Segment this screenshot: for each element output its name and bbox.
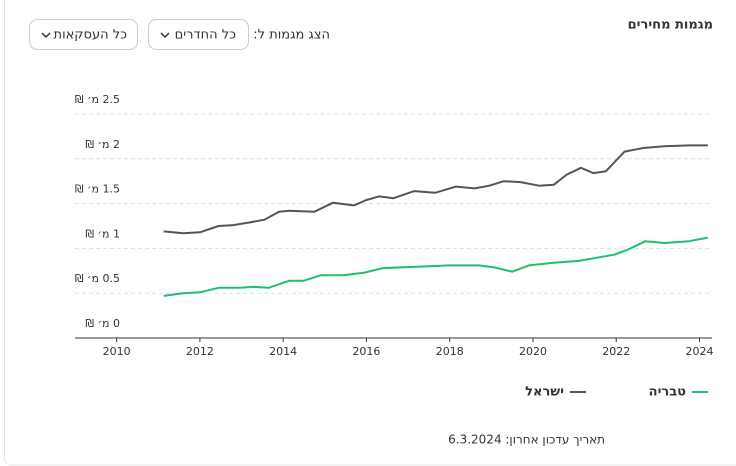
y-tick-label: 0 מ׳ ₪ (85, 317, 120, 330)
card (4, 0, 736, 466)
x-tick-label: 2016 (352, 345, 380, 358)
y-tick-label: 1.5 מ׳ ₪ (75, 183, 120, 196)
series-line (163, 144, 708, 235)
filter-label: הצג מגמות ל: (253, 28, 330, 43)
legend-label: ישראל (525, 385, 564, 400)
x-tick-label: 2014 (269, 345, 297, 358)
rooms-dropdown[interactable]: כל החדרים (148, 19, 249, 50)
legend-label: טבריה (649, 385, 687, 400)
x-tick-label: 2022 (602, 345, 630, 358)
x-tick-label: 2010 (103, 345, 131, 358)
y-tick-label: 2 מ׳ ₪ (85, 138, 120, 151)
deals-dropdown[interactable]: כל העסקאות (29, 19, 138, 50)
dropdown-text: כל העסקאות (54, 28, 128, 43)
dropdown-box (148, 19, 249, 50)
chart-title: מגמות מחירים (628, 18, 713, 33)
x-tick-label: 2012 (186, 345, 214, 358)
x-tick-label: 2020 (519, 345, 547, 358)
y-tick-label: 2.5 מ׳ ₪ (75, 93, 120, 106)
x-tick-label: 2018 (436, 345, 464, 358)
dropdown-text: כל החדרים (175, 28, 236, 43)
y-tick-label: 1 מ׳ ₪ (85, 227, 120, 240)
dropdown-box (29, 19, 138, 50)
chevron (160, 32, 170, 39)
y-tick-label: 0.5 מ׳ ₪ (75, 272, 120, 285)
update-date: תאריך עדכון אחרון: 6.3.2024 (448, 433, 605, 447)
series-line (163, 236, 708, 297)
chevron (41, 32, 51, 39)
x-tick-label: 2024 (686, 345, 714, 358)
